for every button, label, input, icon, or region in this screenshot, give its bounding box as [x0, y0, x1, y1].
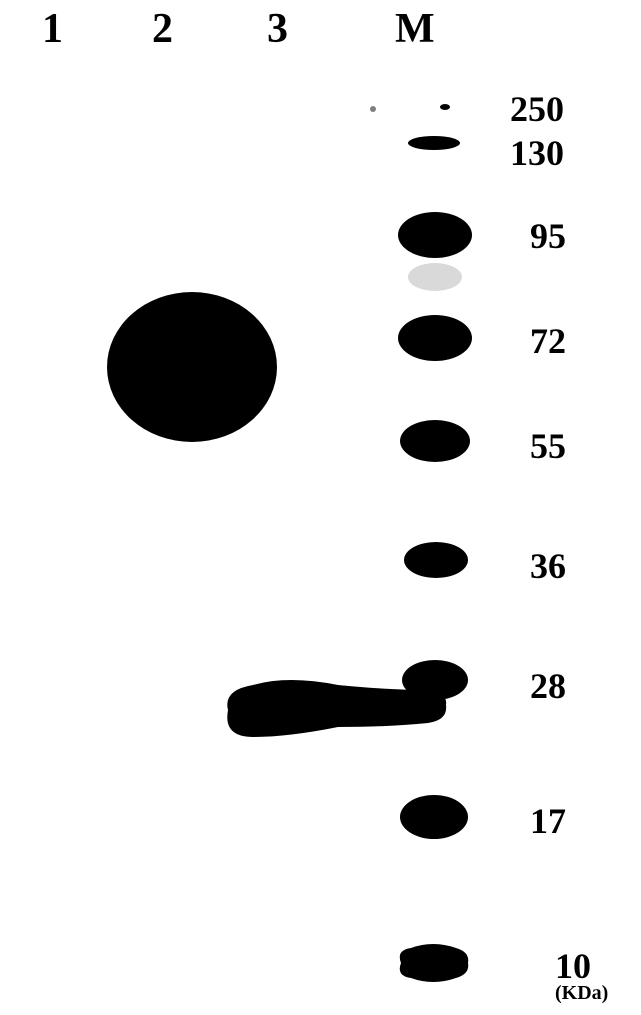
marker-band-55: [400, 420, 470, 462]
marker-band-72: [398, 315, 472, 361]
marker-band-95: [398, 212, 472, 258]
lane-label-1: 1: [42, 5, 63, 53]
marker-band-17: [400, 795, 468, 839]
mw-label-130: 130: [510, 132, 564, 174]
artifact-smudge: [408, 263, 463, 291]
mw-label-55: 55: [530, 425, 566, 467]
lane3-band: [218, 665, 450, 745]
mw-label-17: 17: [530, 800, 566, 842]
lane-label-M: M: [395, 5, 435, 53]
lane2-band: [105, 290, 280, 445]
mw-label-36: 36: [530, 545, 566, 587]
mw-label-10: 10: [555, 945, 591, 987]
artifact-dot: [370, 106, 376, 112]
lane-label-3: 3: [267, 5, 288, 53]
unit-label: (KDa): [555, 982, 608, 1005]
mw-label-250: 250: [510, 88, 564, 130]
marker-band-250: [440, 104, 450, 110]
marker-band-36: [404, 542, 468, 578]
mw-label-72: 72: [530, 320, 566, 362]
mw-label-28: 28: [530, 665, 566, 707]
mw-label-95: 95: [530, 215, 566, 257]
lane-label-2: 2: [152, 5, 173, 53]
marker-band-130: [408, 136, 460, 150]
marker-band-10: [396, 940, 470, 986]
